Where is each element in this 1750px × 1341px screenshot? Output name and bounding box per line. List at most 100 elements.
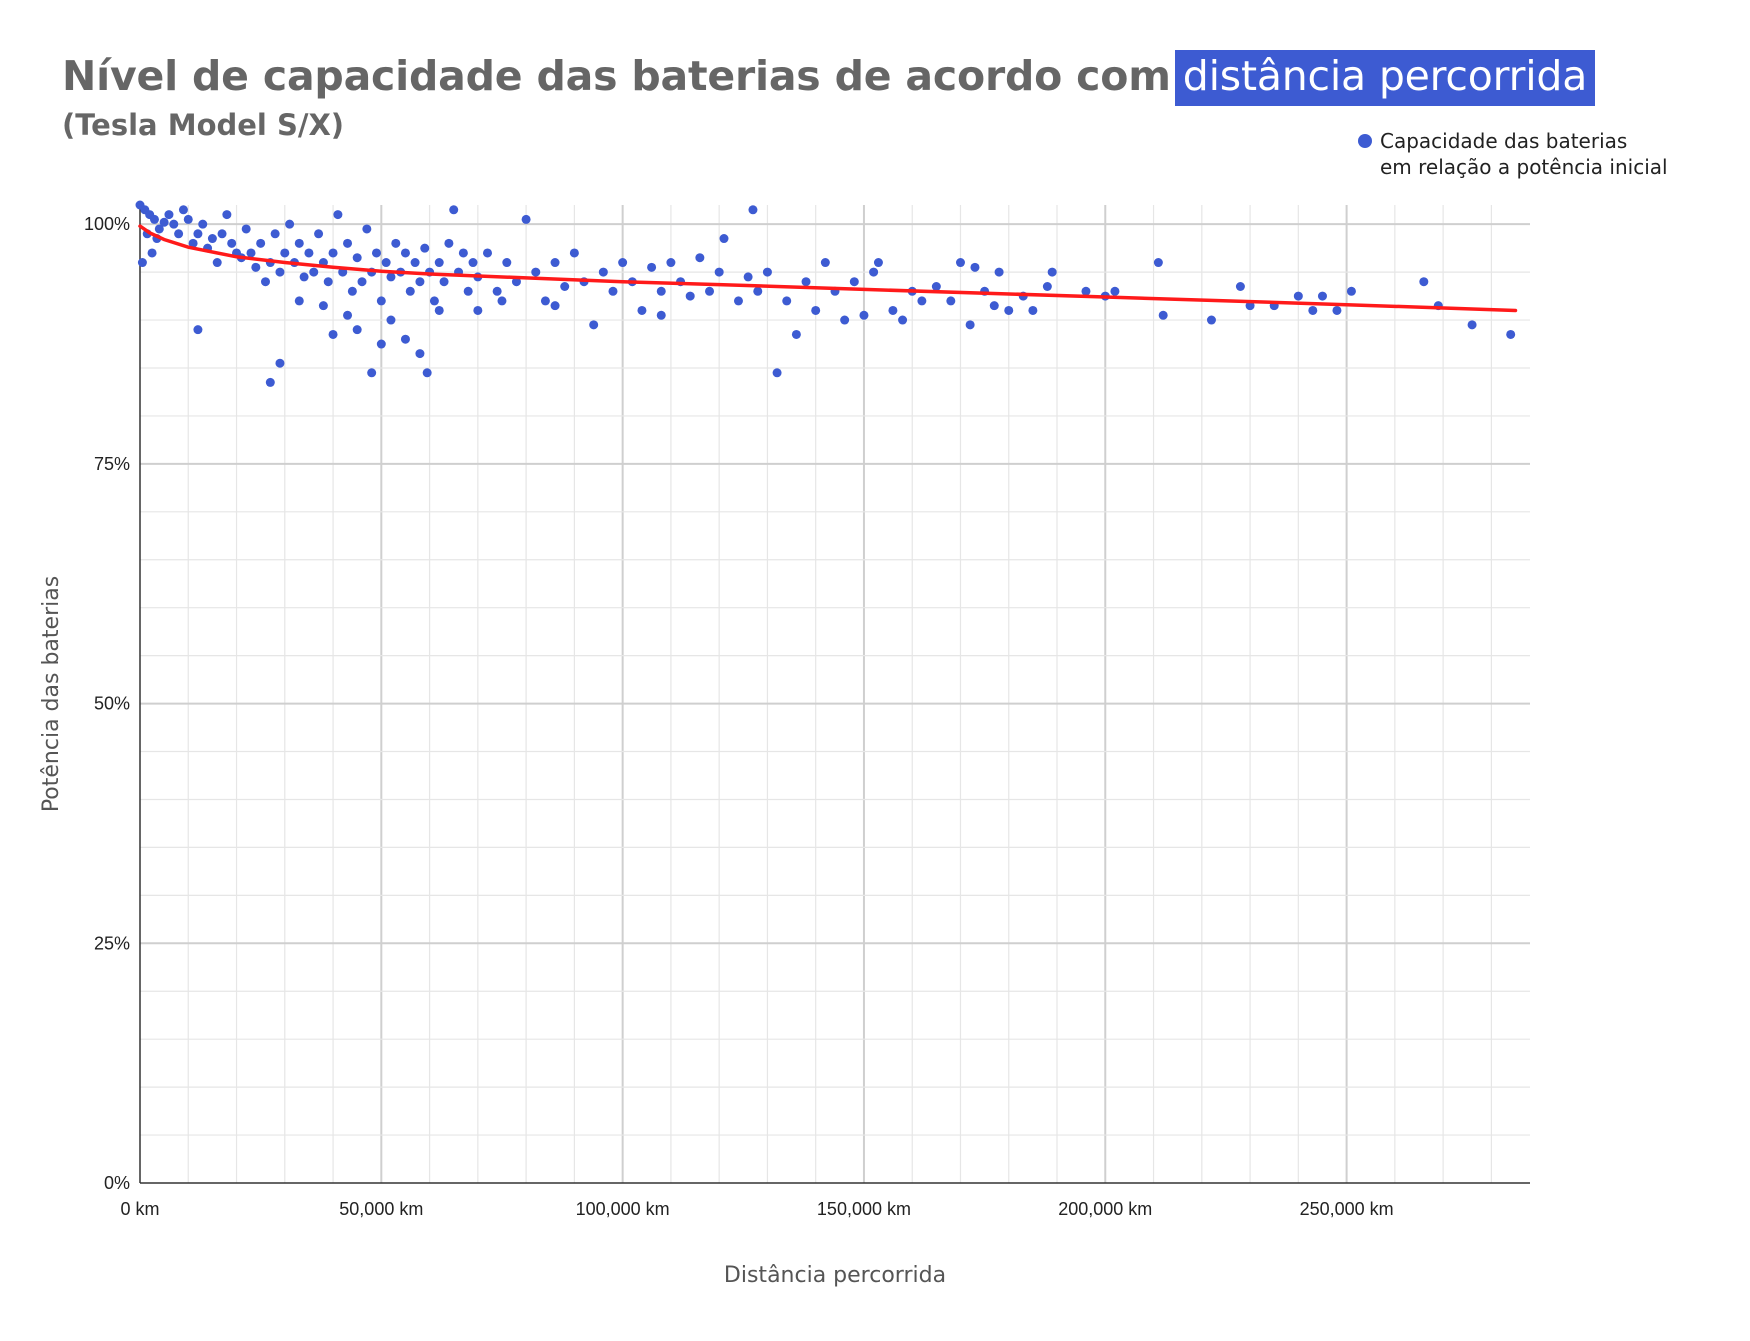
data-point — [1028, 305, 1038, 315]
data-point — [376, 339, 386, 349]
data-point — [1004, 305, 1014, 315]
data-point — [695, 253, 705, 263]
data-point — [391, 238, 401, 248]
chart-title-highlight: distância percorrida — [1174, 50, 1596, 106]
data-point — [183, 214, 193, 224]
data-point — [178, 205, 188, 215]
data-point — [1047, 267, 1057, 277]
data-point — [333, 210, 343, 220]
data-point — [265, 377, 275, 387]
data-point — [222, 210, 232, 220]
data-point — [1153, 258, 1163, 268]
data-point — [147, 248, 157, 258]
data-point — [873, 258, 883, 268]
data-point — [376, 296, 386, 306]
x-tick-label: 200,000 km — [1058, 1199, 1152, 1219]
data-point — [251, 262, 261, 272]
data-point — [1293, 291, 1303, 301]
data-point — [898, 315, 908, 325]
data-point — [1042, 282, 1052, 291]
data-point — [511, 277, 521, 287]
data-point — [137, 258, 147, 268]
data-point — [285, 219, 295, 229]
data-point — [849, 277, 859, 287]
data-point — [405, 286, 415, 296]
data-point — [569, 248, 579, 258]
legend-text: Capacidade das baterias em relação a pot… — [1380, 128, 1668, 180]
y-tick-label: 75% — [94, 454, 130, 474]
x-axis-label: Distância percorrida — [724, 1263, 946, 1288]
data-point — [965, 320, 975, 330]
data-point — [955, 258, 965, 268]
data-point — [256, 238, 266, 248]
data-point — [840, 315, 850, 325]
x-tick-label: 100,000 km — [576, 1199, 670, 1219]
data-point — [801, 277, 811, 287]
data-point — [309, 267, 319, 277]
chart-legend: Capacidade das baterias em relação a pot… — [1358, 128, 1668, 180]
data-point — [352, 253, 362, 263]
data-point — [1158, 310, 1168, 320]
x-tick-label: 0 km — [120, 1199, 159, 1219]
data-point — [318, 301, 328, 311]
data-point — [1467, 320, 1477, 330]
data-point — [637, 305, 647, 315]
data-point — [169, 219, 179, 229]
data-point — [753, 286, 763, 296]
data-point — [410, 258, 420, 268]
data-point — [1110, 286, 1120, 296]
data-point — [386, 272, 396, 282]
data-point — [589, 320, 599, 330]
data-point — [439, 277, 449, 287]
chart-subtitle: (Tesla Model S/X) — [62, 108, 345, 142]
data-point — [531, 267, 541, 277]
legend-label-line1: Capacidade das baterias — [1380, 129, 1628, 153]
y-tick-label: 100% — [84, 214, 130, 234]
data-point — [362, 224, 372, 234]
data-point — [1419, 277, 1429, 287]
legend-marker — [1358, 134, 1372, 148]
data-point — [154, 224, 164, 234]
data-point — [207, 234, 217, 244]
data-point — [733, 296, 743, 306]
data-point — [748, 205, 758, 215]
data-point — [193, 229, 203, 239]
data-point — [415, 277, 425, 287]
data-point — [685, 291, 695, 301]
trend-line — [138, 224, 1518, 313]
data-point — [381, 258, 391, 268]
data-point — [193, 325, 203, 335]
data-point — [386, 315, 396, 325]
data-point — [260, 277, 270, 287]
data-point — [946, 296, 956, 306]
data-points — [135, 200, 1516, 387]
data-point — [550, 258, 560, 268]
data-point — [931, 282, 941, 291]
data-point — [241, 224, 251, 234]
data-point — [304, 248, 314, 258]
data-point — [994, 267, 1004, 277]
data-point — [1317, 291, 1327, 301]
data-point — [149, 214, 159, 224]
data-point — [343, 238, 353, 248]
data-point — [618, 258, 628, 268]
data-point — [468, 258, 478, 268]
data-point — [217, 229, 227, 239]
data-point — [497, 296, 507, 306]
data-point — [869, 267, 879, 277]
data-point — [560, 282, 570, 291]
data-point — [415, 349, 425, 359]
data-point — [1206, 315, 1216, 325]
data-point — [434, 258, 444, 268]
data-point — [1506, 329, 1516, 339]
data-point — [323, 277, 333, 287]
data-point — [458, 248, 468, 258]
data-point — [1346, 286, 1356, 296]
data-point — [656, 310, 666, 320]
data-point — [714, 267, 724, 277]
data-point — [422, 368, 432, 378]
data-point — [174, 229, 184, 239]
y-tick-label: 25% — [94, 933, 130, 953]
data-point — [246, 248, 256, 258]
legend-label-line2: em relação a potência inicial — [1380, 155, 1668, 179]
